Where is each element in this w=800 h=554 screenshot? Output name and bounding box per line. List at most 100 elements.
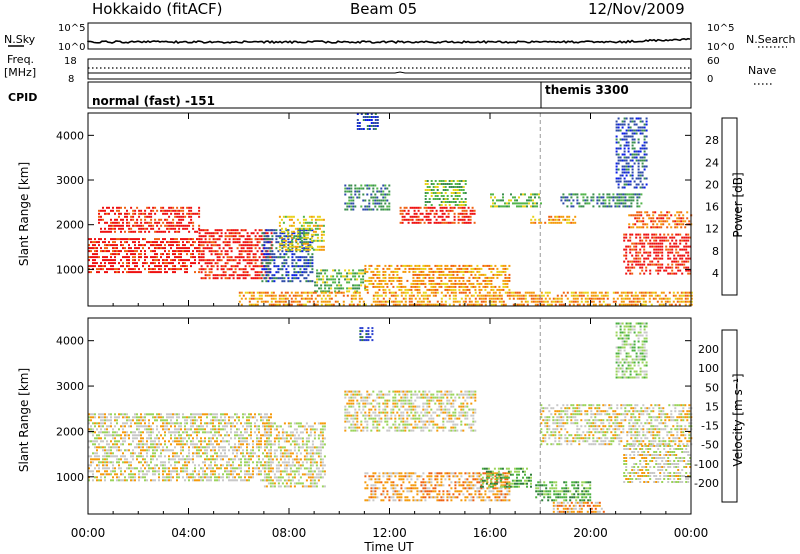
echo-cell — [202, 256, 205, 259]
echo-cell — [384, 208, 387, 211]
echo-cell — [278, 297, 281, 300]
echo-cell — [174, 437, 176, 440]
echo-cell — [320, 233, 323, 236]
echo-cell — [678, 300, 681, 303]
echo-cell — [627, 269, 630, 272]
echo-cell — [114, 431, 116, 434]
echo-cell — [410, 267, 413, 270]
echo-cell — [216, 274, 219, 277]
echo-cell — [562, 215, 565, 218]
echo-cell — [246, 259, 249, 262]
echo-cell — [246, 241, 249, 244]
echo-cell — [645, 165, 648, 168]
echo-cell — [142, 227, 145, 230]
echo-cell — [624, 193, 627, 196]
echo-cell — [635, 129, 638, 132]
echo-cell — [122, 247, 124, 250]
echo-cell — [106, 461, 108, 464]
echo-cell — [674, 220, 677, 223]
echo-cell — [268, 303, 271, 306]
echo-cell — [192, 419, 194, 422]
echo-cell — [464, 198, 467, 200]
echo-cell — [637, 174, 640, 177]
echo-cell — [598, 300, 601, 303]
echo-cell — [480, 282, 483, 285]
echo-cell — [275, 265, 278, 268]
echo-cell — [476, 276, 479, 279]
echo-cell — [643, 168, 646, 171]
echo-cell — [267, 271, 270, 274]
echo-cell — [621, 132, 624, 135]
echo-cell — [344, 187, 347, 190]
echo-cell — [645, 135, 648, 138]
echo-cell — [265, 235, 268, 238]
echo-cell — [396, 285, 399, 288]
echo-cell — [492, 205, 494, 208]
echo-cell — [372, 294, 375, 297]
echo-cell — [676, 226, 679, 229]
echo-cell — [488, 276, 491, 279]
echo-cell — [690, 297, 693, 300]
echo-cell — [625, 251, 628, 254]
echo-cell — [234, 232, 237, 235]
echo-cell — [336, 287, 339, 290]
echo-cell — [430, 183, 433, 185]
echo-cell — [270, 291, 273, 294]
echo-cell — [287, 232, 290, 235]
echo-cell — [256, 232, 259, 235]
echo-cell — [635, 263, 638, 266]
echo-cell — [88, 455, 90, 458]
echo-cell — [148, 206, 151, 209]
echo-cell — [295, 277, 298, 280]
echo-cell — [134, 238, 136, 241]
echo-cell — [392, 300, 395, 303]
echo-cell — [174, 215, 177, 218]
echo-cell — [360, 184, 363, 187]
echo-cell — [334, 300, 337, 303]
echo-cell — [368, 267, 371, 270]
echo-cell — [310, 245, 313, 248]
echo-cell — [430, 180, 433, 182]
echo-cell — [158, 476, 160, 479]
echo-cell — [272, 303, 275, 306]
echo-cell — [631, 138, 634, 141]
echo-cell — [172, 467, 174, 470]
echo-cell — [196, 446, 198, 449]
echo-cell — [675, 248, 678, 251]
echo-cell — [676, 211, 679, 214]
echo-cell — [469, 209, 472, 212]
echo-cell — [283, 265, 286, 268]
echo-cell — [134, 268, 136, 271]
echo-cell — [88, 479, 90, 482]
echo-cell — [360, 205, 363, 208]
echo-cell — [666, 226, 669, 229]
echo-cell — [372, 202, 375, 205]
echo-cell — [124, 238, 126, 241]
echo-cell — [166, 413, 168, 416]
echo-cell — [140, 227, 143, 230]
echo-cell — [356, 196, 359, 199]
echo-cell — [374, 279, 377, 282]
echo-cell — [136, 455, 138, 458]
echo-cell — [168, 253, 170, 256]
echo-cell — [256, 300, 259, 303]
echo-cell — [510, 193, 512, 196]
echo-cell — [496, 297, 499, 300]
echo-cell — [267, 268, 270, 271]
echo-cell — [295, 265, 298, 268]
echo-cell — [92, 443, 94, 446]
echo-cell — [112, 476, 114, 479]
echo-cell — [464, 270, 467, 273]
echo-cell — [192, 452, 194, 455]
echo-cell — [350, 278, 353, 281]
echo-cell — [354, 193, 357, 196]
echo-cell — [316, 239, 319, 242]
echo-cell — [374, 199, 377, 202]
echo-cell — [344, 193, 347, 196]
echo-cell — [659, 269, 662, 272]
echo-cell — [635, 236, 638, 239]
freq-panel-frame — [87, 58, 692, 80]
echo-cell — [208, 277, 211, 280]
echo-cell — [124, 212, 126, 215]
echo-cell — [116, 458, 118, 461]
